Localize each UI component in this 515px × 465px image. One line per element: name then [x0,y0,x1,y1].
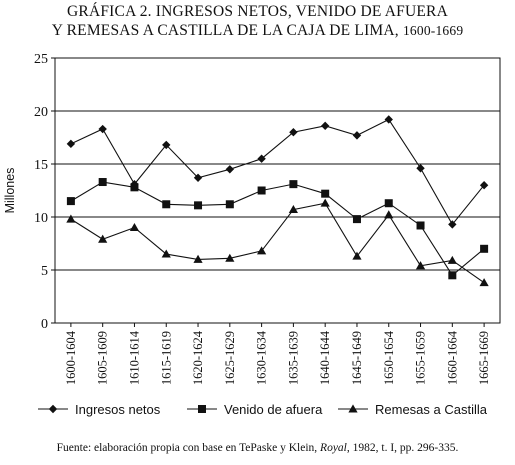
point-venido-de-afuera-1645-1649 [352,215,361,224]
point-venido-de-afuera-1605-1609 [98,178,107,187]
point-venido-de-afuera-1620-1624 [194,201,203,210]
x-tick-label-1635-1639: 1635-1639 [286,331,300,385]
point-venido-de-afuera-1665-1669 [480,244,489,253]
series-remesas-a-castilla [66,198,489,287]
point-remesas-a-castilla-1620-1624 [193,254,203,263]
x-tick-label-1610-1614: 1610-1614 [127,330,141,385]
point-ingresos-netos-1660-1664 [448,220,457,229]
x-tick-label-1615-1619: 1615-1619 [159,331,173,385]
x-tick-label-1665-1669: 1665-1669 [477,331,491,385]
point-venido-de-afuera-1625-1629 [225,200,234,209]
point-ingresos-netos-1625-1629 [225,165,235,174]
point-ingresos-netos-1635-1639 [289,128,298,137]
point-ingresos-netos-1605-1609 [98,124,107,134]
x-tick-label-1630-1634: 1630-1634 [255,330,269,385]
point-remesas-a-castilla-1640-1644 [320,198,330,207]
plot-frame [54,57,501,324]
y-tick-label-25: 25 [34,52,48,67]
point-remesas-a-castilla-1630-1634 [257,246,267,255]
series-line-remesas-a-castilla [70,202,485,284]
source-prefix: Fuente: elaboración propia con base en T… [56,442,321,454]
point-ingresos-netos-1650-1654 [384,115,393,124]
point-ingresos-netos-1665-1669 [479,181,489,190]
chart-title-line-2-text: Y REMESAS A CASTILLA DE LA CAJA DE LIMA, [51,22,399,39]
point-remesas-a-castilla-1635-1639 [288,204,298,214]
y-tick-label-0: 0 [41,317,48,332]
point-ingresos-netos-1640-1644 [320,121,330,131]
x-tick-label-1660-1664: 1660-1664 [445,330,459,385]
point-remesas-a-castilla-1605-1609 [98,234,108,243]
point-ingresos-netos-1645-1649 [352,131,362,140]
point-remesas-a-castilla-1660-1664 [447,255,457,264]
point-ingresos-netos-1600-1604 [66,139,76,149]
y-axis-label: Millones [3,168,17,214]
point-remesas-a-castilla-1610-1614 [129,223,140,232]
source-italic: Royal [320,442,347,454]
point-venido-de-afuera-1655-1659 [416,221,425,230]
point-remesas-a-castilla-1655-1659 [415,261,426,270]
point-remesas-a-castilla-1645-1649 [352,251,362,260]
y-tick-label-15: 15 [34,158,48,173]
legend-label-ingresos-netos: Ingresos netos [75,402,161,417]
chart-title-years: 1600-1669 [402,23,464,38]
point-remesas-a-castilla-1600-1604 [66,214,76,223]
legend-marker-remesas-a-castilla [348,404,358,413]
legend-marker-venido-de-afuera [198,405,206,413]
point-venido-de-afuera-1600-1604 [66,197,75,206]
point-remesas-a-castilla-1665-1669 [479,278,489,287]
x-tick-label-1605-1609: 1605-1609 [96,331,110,385]
x-tick-label-1655-1659: 1655-1659 [414,331,428,385]
series-line-ingresos-netos [70,118,485,226]
legend-item-remesas-a-castilla: Remesas a Castilla [338,402,488,417]
point-ingresos-netos-1655-1659 [416,164,425,173]
source-suffix: , 1982, t. I, pp. 296-335. [346,442,459,454]
x-tick-label-1645-1649: 1645-1649 [350,331,364,385]
point-ingresos-netos-1630-1634 [257,154,266,163]
y-tick-label-10: 10 [34,211,48,226]
point-ingresos-netos-1620-1624 [193,173,203,182]
x-tick-label-1650-1654: 1650-1654 [382,330,396,385]
point-venido-de-afuera-1630-1634 [257,186,266,195]
point-venido-de-afuera-1660-1664 [448,271,457,280]
y-tick-label-5: 5 [41,264,48,279]
x-tick-label-1620-1624: 1620-1624 [191,330,205,385]
point-ingresos-netos-1615-1619 [162,140,171,150]
point-venido-de-afuera-1610-1614 [130,183,139,192]
point-venido-de-afuera-1650-1654 [384,199,393,208]
legend-marker-ingresos-netos [48,404,58,414]
legend-item-ingresos-netos: Ingresos netos [38,402,161,417]
line-chart: 0 5 10 15 20 25 Millones 1600-1604 1605-1609 1610… [3,52,501,417]
legend-item-venido-de-afuera: Venido de afuera [187,402,323,417]
legend-label-venido-de-afuera: Venido de afuera [224,402,323,417]
point-venido-de-afuera-1640-1644 [321,189,330,198]
series-line-venido-de-afuera [70,181,485,277]
chart-title-line-1: GRÁFICA 2. INGRESOS NETOS, VENIDO DE AFU… [67,3,448,20]
point-venido-de-afuera-1635-1639 [289,180,298,189]
point-remesas-a-castilla-1615-1619 [161,249,171,258]
point-remesas-a-castilla-1625-1629 [225,253,235,262]
x-tick-label-1640-1644: 1640-1644 [318,330,332,385]
series-ingresos-netos [66,115,489,229]
point-venido-de-afuera-1615-1619 [162,200,171,209]
point-remesas-a-castilla-1650-1654 [384,210,394,219]
y-tick-label-20: 20 [34,105,48,120]
x-tick-label-1600-1604: 1600-1604 [64,330,78,385]
chart-title-line-2: Y REMESAS A CASTILLA DE LA CAJA DE LIMA,… [0,21,515,40]
legend-label-remesas-a-castilla: Remesas a Castilla [375,402,488,417]
series-venido-de-afuera [66,178,489,280]
x-tick-label-1625-1629: 1625-1629 [223,331,237,385]
source-note: Fuente: elaboración propia con base en T… [0,442,515,454]
